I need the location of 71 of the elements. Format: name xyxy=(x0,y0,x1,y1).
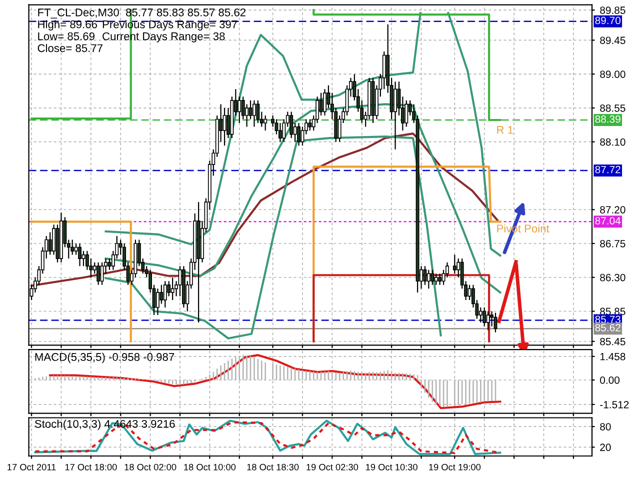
y-tick-label: 86.30 xyxy=(600,274,626,282)
candlestick xyxy=(82,250,86,267)
x-tick-label: 17 Oct 2011 xyxy=(8,464,56,470)
annotation: High= 89.66 xyxy=(38,20,97,30)
candlestick xyxy=(308,118,312,132)
y-tick-label: 85.45 xyxy=(600,338,626,346)
candlestick xyxy=(170,276,174,301)
candlestick xyxy=(256,100,260,124)
candlestick xyxy=(252,100,256,128)
candlestick xyxy=(452,254,456,274)
candlestick xyxy=(323,88,326,116)
y-tick-label: 80 xyxy=(600,423,611,430)
y-tick-label: 89.85 xyxy=(600,6,626,14)
candlestick xyxy=(438,273,442,286)
x-tick-label: 19 Oct 10:30 xyxy=(366,464,418,470)
candlestick xyxy=(394,81,397,150)
candlestick xyxy=(52,224,56,256)
candlestick xyxy=(404,100,408,128)
y-tick-label: 0.00 xyxy=(600,376,620,384)
candlestick xyxy=(238,96,242,124)
candlestick xyxy=(430,269,434,286)
candlestick xyxy=(156,288,160,316)
candlestick xyxy=(48,232,52,256)
y-tick-label: 89.00 xyxy=(600,70,626,78)
candlestick xyxy=(160,284,164,304)
candlestick xyxy=(96,262,100,286)
ref-line-label: 87.72 xyxy=(595,166,620,174)
candlestick xyxy=(297,122,300,146)
y-tick-label: 88.55 xyxy=(600,104,626,112)
y-tick-label: 87.20 xyxy=(600,206,626,214)
annotation: Low= 85.69 xyxy=(38,32,94,40)
candlestick xyxy=(482,306,486,327)
candlestick xyxy=(100,262,104,286)
y-tick-label: 1.458 xyxy=(600,352,626,360)
chart-title: MACD(5,35,5) -0.958 -0.987 xyxy=(35,352,174,364)
ref-line-label: 89.70 xyxy=(595,16,620,24)
candlestick xyxy=(478,306,482,324)
ref-line-label: 87.04 xyxy=(595,217,621,224)
candlestick xyxy=(222,107,226,146)
x-tick-label: 18 Oct 18:30 xyxy=(247,464,299,470)
candlestick xyxy=(248,100,252,120)
candlestick xyxy=(278,122,282,142)
ref-line-label: 88.39 xyxy=(595,115,620,123)
ref-line-label: 85.62 xyxy=(595,324,620,332)
y-tick-label: 89.45 xyxy=(600,36,626,44)
candlestick xyxy=(434,273,438,286)
y-tick-label: 88.10 xyxy=(600,138,626,146)
candlestick xyxy=(486,310,490,331)
candlestick xyxy=(319,92,323,116)
candlestick xyxy=(426,269,430,290)
x-tick-label: 18 Oct 10:00 xyxy=(184,464,236,470)
x-tick-label: 17 Oct 18:00 xyxy=(65,464,117,470)
y-tick-label: 20 xyxy=(600,444,611,452)
candlestick xyxy=(245,104,249,128)
y-tick-label: 86.75 xyxy=(600,240,626,248)
annotation: R 1 xyxy=(497,126,514,134)
line-series xyxy=(30,132,498,287)
candlestick xyxy=(264,114,268,132)
candlestick xyxy=(167,280,171,297)
annotation: Close= 85.77 xyxy=(38,44,102,52)
ref-line-label: 85.73 xyxy=(595,316,620,324)
x-tick-label: 18 Oct 02:00 xyxy=(124,464,176,470)
candlestick xyxy=(290,111,294,139)
candlestick xyxy=(74,242,78,256)
y-tick-label: -1.512 xyxy=(600,400,629,408)
candlestick xyxy=(163,280,167,308)
candlestick xyxy=(78,242,82,267)
candlestick xyxy=(108,258,112,270)
x-tick-label: 19 Oct 02:30 xyxy=(306,464,358,470)
x-tick-label: 19 Oct 19:00 xyxy=(429,464,481,470)
candlestick xyxy=(70,239,74,256)
